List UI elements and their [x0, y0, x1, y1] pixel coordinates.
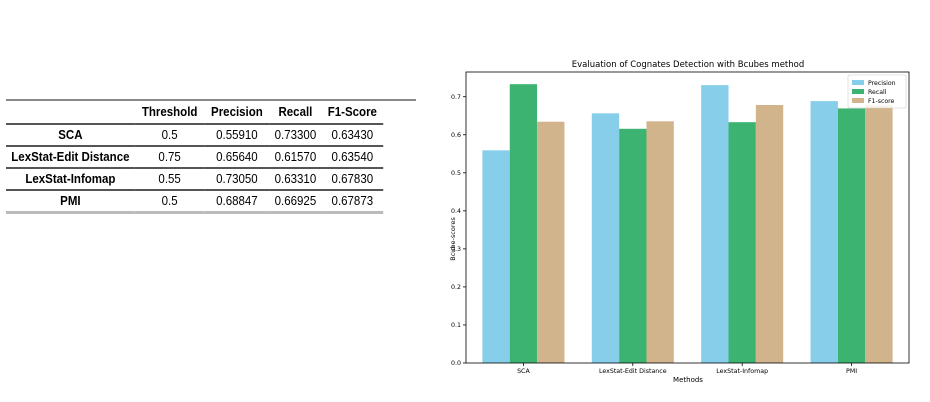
y-tick-label: 0.6	[451, 132, 461, 139]
legend-label: Recall	[868, 89, 887, 96]
chart-title: Evaluation of Cognates Detection with Bc…	[572, 60, 804, 70]
header-f1-score: F1-Score	[327, 105, 377, 119]
threshold-cell: 0.75	[158, 150, 181, 164]
bar-precision-1	[591, 113, 620, 363]
table-row: LexStat-Edit Distance 0.75 0.65640 0.615…	[6, 146, 384, 168]
method-name: LexStat-Edit Distance	[11, 150, 130, 164]
bar-recall-1	[619, 128, 647, 363]
table-row: PMI 0.5 0.68847 0.66925 0.67873	[6, 190, 384, 213]
f1-cell: 0.67830	[331, 172, 374, 186]
precision-cell: 0.68847	[216, 194, 258, 208]
x-tick-label: LexStat-Edit Distance	[599, 368, 667, 375]
method-name: PMI	[60, 194, 81, 208]
legend-swatch	[852, 80, 864, 85]
legend: Precision Recall F1-score	[847, 74, 907, 109]
table-row: SCA 0.5 0.55910 0.73300 0.63430	[6, 124, 384, 146]
legend-swatch	[852, 89, 864, 94]
bar-chart: Evaluation of Cognates Detection with Bc…	[449, 60, 910, 384]
y-tick-label: 0.1	[451, 322, 461, 329]
header-recall: Recall	[278, 105, 313, 119]
table-top-rule	[6, 99, 416, 101]
y-tick-label: 0.4	[451, 208, 461, 215]
x-axis-label: Methods	[673, 376, 703, 384]
recall-cell: 0.73300	[274, 128, 317, 142]
bar-f1-score-2	[755, 104, 784, 364]
legend-label: Precision	[868, 80, 896, 87]
precision-cell: 0.55910	[216, 128, 258, 142]
x-tick-label: PMI	[846, 368, 857, 375]
table-row: LexStat-Infomap 0.55 0.73050 0.63310 0.6…	[6, 168, 384, 190]
threshold-cell: 0.5	[161, 128, 178, 142]
f1-cell: 0.67873	[331, 194, 374, 208]
bar-f1-score-0	[537, 121, 565, 363]
bar-precision-2	[701, 85, 729, 363]
bar-f1-score-3	[865, 104, 893, 363]
method-name: SCA	[58, 128, 83, 142]
precision-cell: 0.65640	[216, 150, 258, 164]
plot-frame	[465, 71, 910, 364]
recall-cell: 0.66925	[274, 194, 317, 208]
x-tick-label: SCA	[517, 368, 530, 375]
y-tick-label: 0.0	[451, 360, 461, 367]
legend-label: F1-score	[868, 98, 895, 105]
y-axis-label: Bcube-scores	[449, 217, 457, 261]
y-tick-label: 0.5	[451, 170, 461, 177]
table-header-row: Threshold Precision Recall F1-Score	[6, 101, 384, 124]
bar-precision-0	[482, 150, 510, 363]
f1-cell: 0.63430	[331, 128, 374, 142]
precision-cell: 0.73050	[216, 172, 258, 186]
method-name: LexStat-Infomap	[25, 172, 116, 186]
header-precision: Precision	[211, 105, 263, 119]
header-threshold: Threshold	[141, 105, 198, 119]
legend-swatch	[852, 98, 864, 103]
y-tick-label: 0.2	[451, 284, 461, 291]
threshold-cell: 0.55	[158, 172, 181, 186]
bar-recall-0	[509, 84, 538, 363]
f1-cell: 0.63540	[331, 150, 374, 164]
x-tick-label: LexStat-Infomap	[716, 368, 768, 375]
bar-precision-3	[810, 101, 838, 363]
results-table: Threshold Precision Recall F1-Score SCA …	[6, 101, 384, 214]
threshold-cell: 0.5	[161, 194, 178, 208]
recall-cell: 0.61570	[274, 150, 317, 164]
header-method	[6, 101, 135, 124]
bar-recall-2	[728, 122, 756, 363]
bar-recall-3	[837, 108, 866, 363]
bar-f1-score-1	[646, 121, 674, 363]
y-tick-label: 0.3	[451, 246, 461, 253]
recall-cell: 0.63310	[274, 172, 317, 186]
y-tick-label: 0.7	[451, 94, 461, 101]
